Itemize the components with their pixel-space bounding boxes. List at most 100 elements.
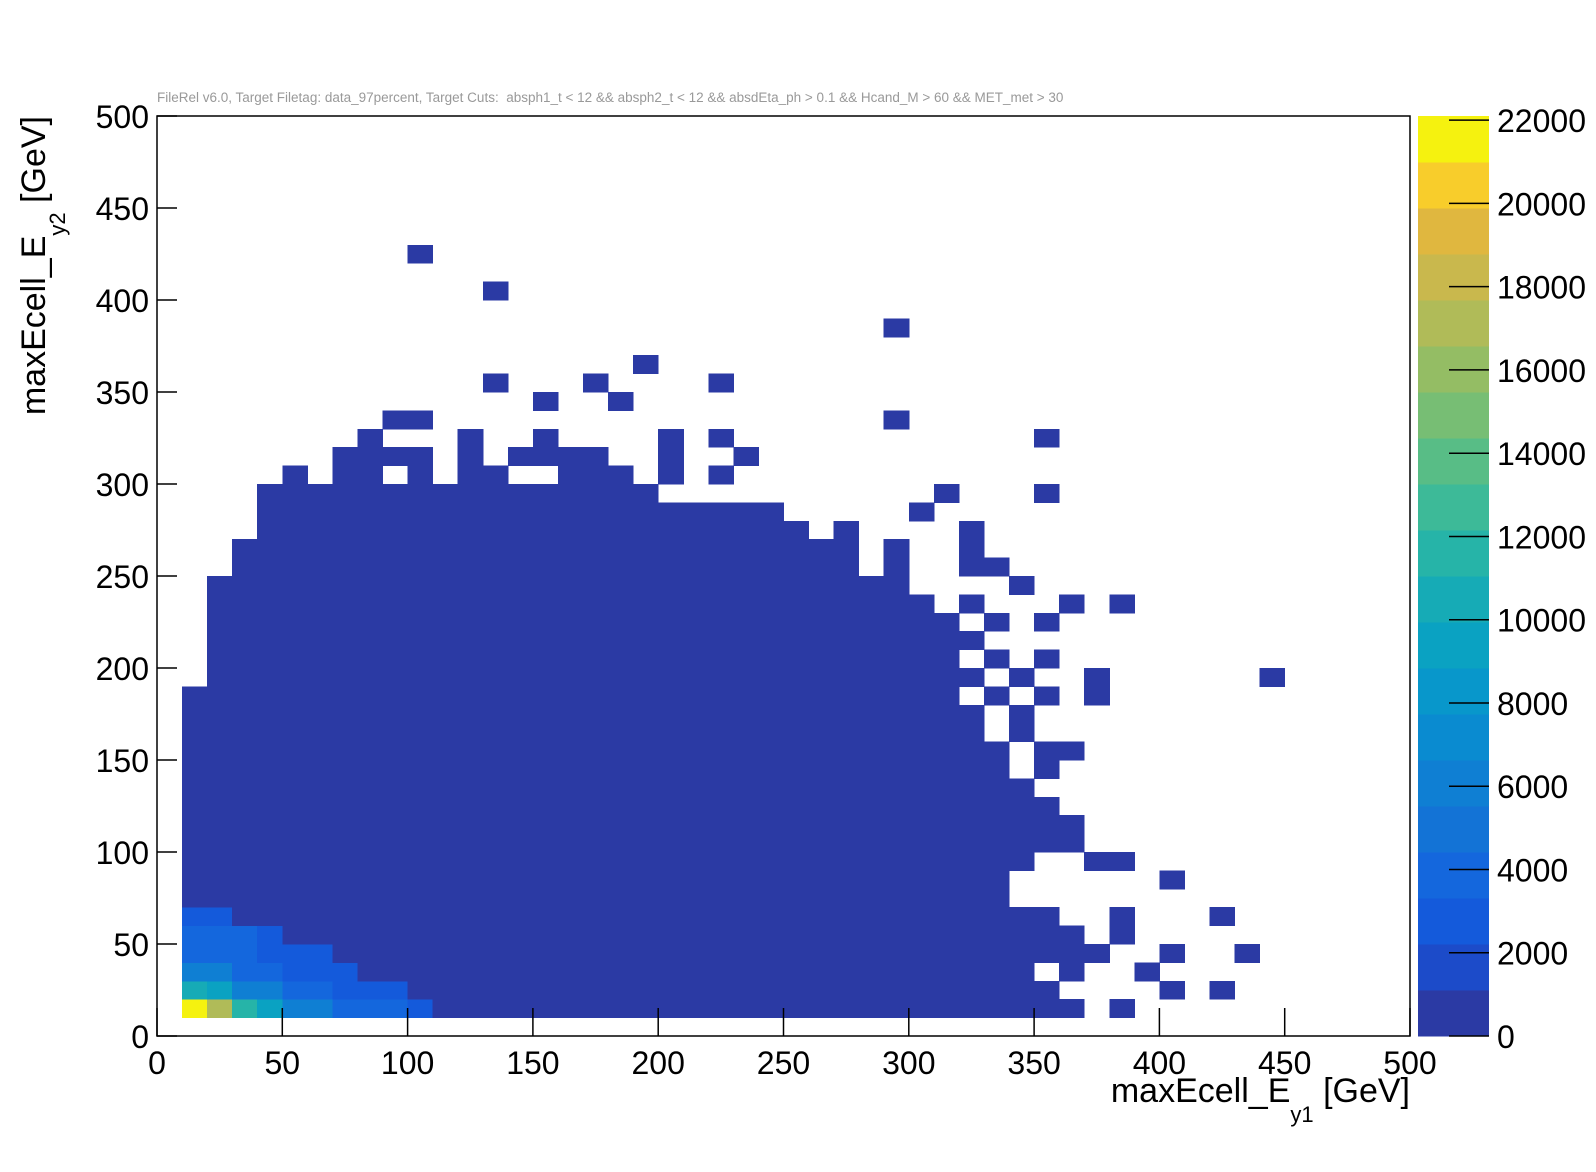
cell xyxy=(357,907,384,927)
cell xyxy=(457,852,484,871)
z-tick-label: 0 xyxy=(1497,1019,1515,1055)
cell xyxy=(758,944,784,963)
cell xyxy=(708,649,734,669)
cell xyxy=(232,778,258,798)
cell xyxy=(332,815,358,835)
cell xyxy=(933,686,960,706)
cell xyxy=(257,833,283,853)
cell xyxy=(507,944,534,963)
cell xyxy=(808,539,835,559)
cell xyxy=(1034,833,1060,853)
cell xyxy=(282,944,308,963)
cell xyxy=(532,686,559,706)
cell xyxy=(207,576,233,595)
cell xyxy=(1009,815,1035,835)
cell xyxy=(507,999,534,1019)
cell xyxy=(307,520,333,540)
cell xyxy=(382,907,409,927)
cell xyxy=(608,520,634,540)
cell xyxy=(307,741,333,761)
cell xyxy=(733,980,759,1000)
cell xyxy=(658,852,684,871)
cell xyxy=(658,907,684,927)
cell xyxy=(532,392,559,411)
cell xyxy=(833,686,860,706)
cell xyxy=(332,980,358,1000)
cell xyxy=(608,852,634,871)
cell xyxy=(432,944,459,963)
cell xyxy=(382,925,409,945)
cell xyxy=(633,925,659,945)
cell xyxy=(933,833,960,853)
cell xyxy=(733,520,759,540)
cell xyxy=(833,815,860,835)
cell xyxy=(432,484,459,503)
cell xyxy=(683,833,709,853)
cell xyxy=(783,999,810,1019)
cell xyxy=(482,704,509,724)
cell xyxy=(557,815,584,835)
cell xyxy=(232,852,258,871)
cell xyxy=(507,870,534,890)
cell xyxy=(457,870,484,890)
cell xyxy=(432,704,459,724)
cell xyxy=(708,741,734,761)
cell xyxy=(407,557,434,577)
cell xyxy=(257,649,283,669)
cell xyxy=(457,668,484,687)
cell xyxy=(307,925,333,945)
cell xyxy=(432,760,459,779)
cell xyxy=(958,741,985,761)
cell xyxy=(482,539,509,559)
cell xyxy=(407,484,434,503)
cell xyxy=(933,999,960,1019)
cell xyxy=(708,373,734,393)
cell xyxy=(507,833,534,853)
cell xyxy=(658,631,684,651)
cell xyxy=(557,594,584,614)
cell xyxy=(833,539,860,559)
cell xyxy=(457,778,484,798)
cell xyxy=(307,723,333,743)
cell xyxy=(457,723,484,743)
cell xyxy=(683,612,709,632)
cell xyxy=(683,870,709,890)
cell xyxy=(182,907,208,927)
cell xyxy=(808,778,835,798)
cell xyxy=(808,704,835,724)
cell xyxy=(257,723,283,743)
cell xyxy=(733,723,759,743)
cell xyxy=(282,980,308,1000)
cell xyxy=(357,888,384,908)
cell xyxy=(708,520,734,540)
cell xyxy=(633,484,659,503)
cell xyxy=(207,741,233,761)
cell xyxy=(858,962,885,982)
cell xyxy=(207,649,233,669)
cell xyxy=(332,741,358,761)
cell xyxy=(407,244,434,264)
cell xyxy=(608,594,634,614)
cell xyxy=(683,539,709,559)
cell xyxy=(658,612,684,632)
cell xyxy=(207,870,233,890)
x-tick-label: 50 xyxy=(265,1045,301,1081)
cell xyxy=(357,925,384,945)
cell xyxy=(608,723,634,743)
cell xyxy=(783,520,810,540)
cell xyxy=(858,925,885,945)
cell xyxy=(758,962,784,982)
cell xyxy=(608,815,634,835)
cell xyxy=(683,888,709,908)
cell xyxy=(482,907,509,927)
cell xyxy=(783,925,810,945)
cell xyxy=(933,925,960,945)
cell xyxy=(507,594,534,614)
cell xyxy=(457,612,484,632)
cell xyxy=(282,888,308,908)
cell xyxy=(207,925,233,945)
cell xyxy=(457,447,484,467)
cell xyxy=(758,741,784,761)
cell xyxy=(457,539,484,559)
cell xyxy=(808,833,835,853)
